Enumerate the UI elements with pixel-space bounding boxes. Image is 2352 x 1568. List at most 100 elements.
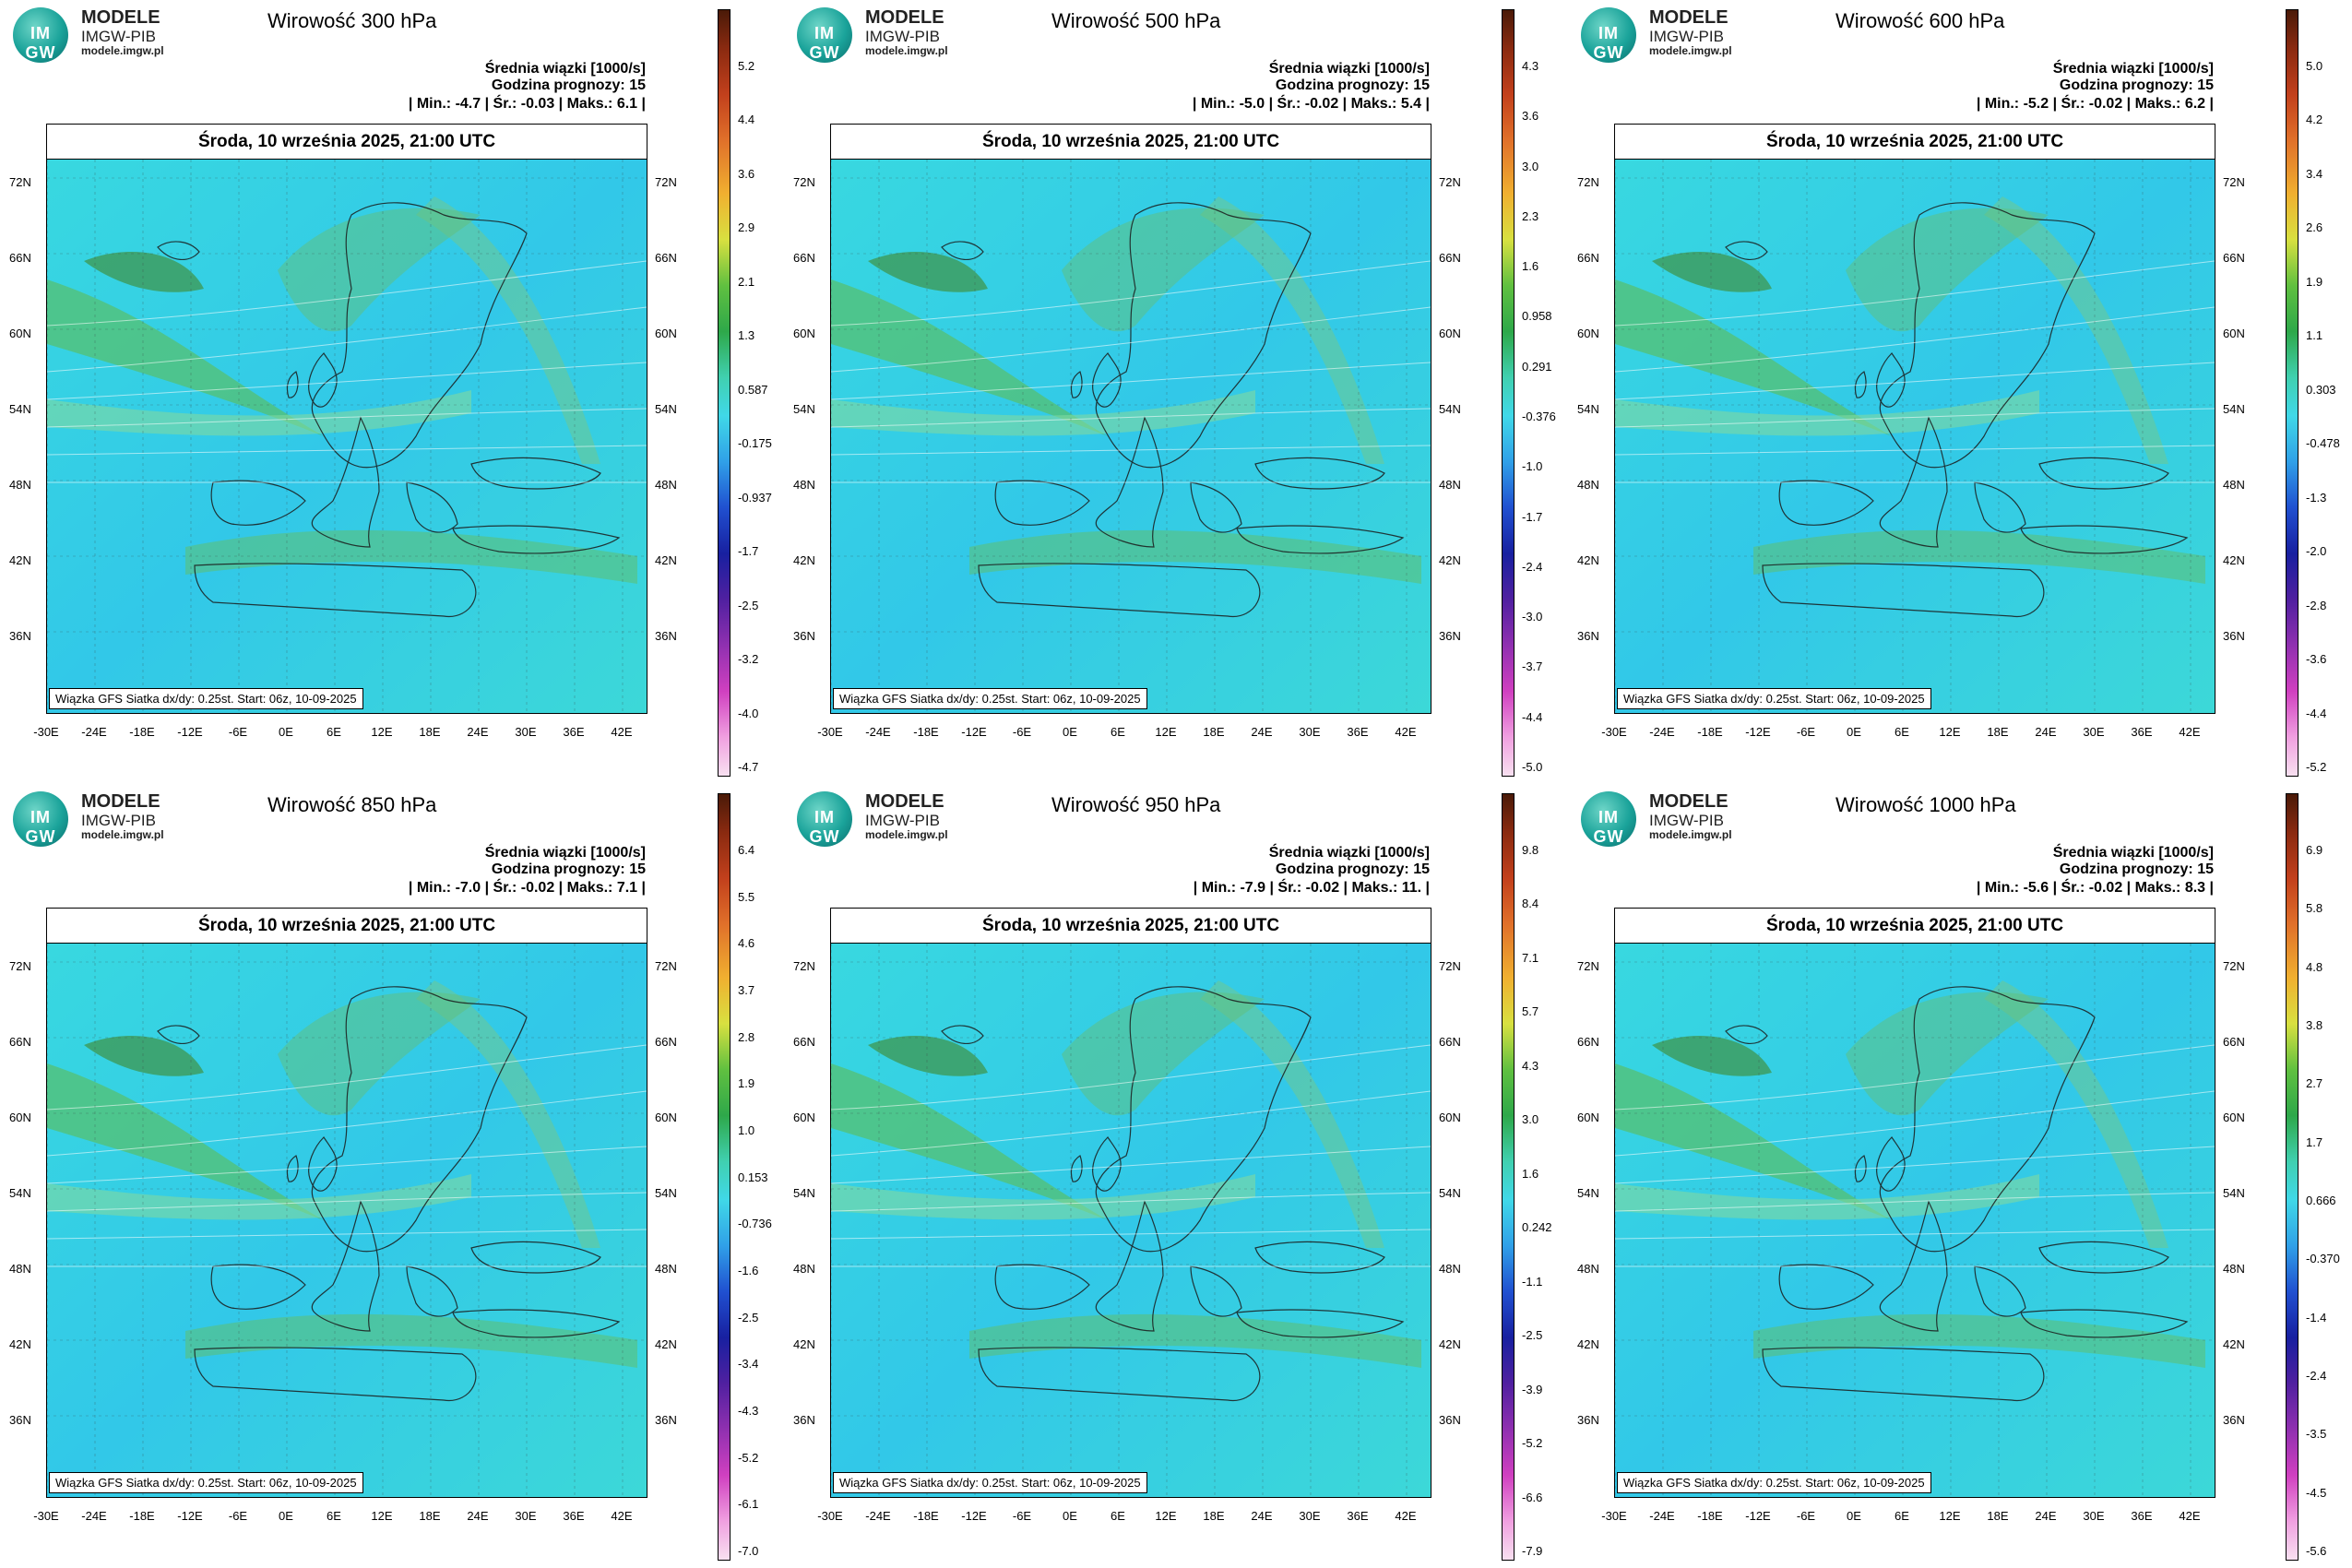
header-line-2: Godzina prognozy: 15 [491, 861, 646, 877]
colorbar-label: 0.958 [1522, 309, 1552, 324]
colorbar-label: 0.666 [2306, 1194, 2336, 1207]
colorbar-label: 4.6 [738, 936, 755, 951]
date-bar: Środa, 10 września 2025, 21:00 UTC [46, 908, 647, 944]
logo-subtitle: IMGW-PIB [1649, 28, 1724, 45]
lon-label: 6E [1111, 725, 1125, 739]
colorbar-label: -1.4 [2306, 1310, 2327, 1324]
lat-label-right: 48N [2223, 1262, 2245, 1276]
vorticity-map [1614, 943, 2215, 1498]
colorbar-label: -2.5 [738, 1310, 759, 1324]
lat-label-left: 60N [1577, 1111, 1599, 1124]
lat-label-right: 54N [1439, 1186, 1461, 1200]
lat-label-left: 72N [793, 175, 815, 189]
lat-label-right: 66N [2223, 1035, 2245, 1049]
lon-label: 42E [611, 725, 633, 739]
logo-mark: IM GW [25, 24, 56, 62]
colorbar-label: -0.376 [1522, 410, 1556, 423]
colorbar-label: -5.0 [1522, 760, 1543, 774]
colorbar-label: -4.4 [1522, 709, 1543, 724]
footer-box: Wiązka GFS Siatka dx/dy: 0.25st. Start: … [833, 688, 1147, 709]
vorticity-map [830, 159, 1431, 714]
colorbar [2286, 9, 2299, 777]
lat-label-right: 60N [2223, 1111, 2245, 1124]
panel-title: Wirowość 950 hPa [1051, 793, 1221, 816]
lon-label: 42E [1395, 725, 1417, 739]
lat-label-right: 42N [655, 553, 677, 567]
lon-label: -24E [865, 1509, 891, 1523]
lat-label-right: 60N [655, 1111, 677, 1124]
lon-label: 6E [327, 1509, 341, 1523]
lat-label-left: 66N [9, 251, 31, 265]
vorticity-map [46, 943, 647, 1498]
colorbar-label: 1.6 [1522, 1166, 1539, 1181]
colorbar-label: -7.0 [738, 1544, 759, 1558]
lon-label: 24E [467, 725, 489, 739]
lat-label-left: 66N [793, 1035, 815, 1049]
lat-label-left: 72N [9, 175, 31, 189]
panel-title: Wirowość 300 hPa [267, 9, 437, 32]
colorbar-label: 3.4 [2306, 166, 2323, 181]
logo-url: modele.imgw.pl [865, 44, 948, 57]
lat-label-left: 48N [1577, 478, 1599, 492]
colorbar-label: 0.153 [738, 1170, 768, 1184]
lon-label: -30E [1601, 725, 1627, 739]
lon-label: 6E [1895, 725, 1909, 739]
panel-title: Wirowość 600 hPa [1835, 9, 2005, 32]
lon-label: -18E [913, 725, 939, 739]
lon-label: -6E [228, 1509, 248, 1523]
lat-label-right: 72N [655, 959, 677, 973]
lat-label-right: 72N [1439, 175, 1461, 189]
vorticity-map [1614, 159, 2215, 714]
lat-label-left: 48N [9, 1262, 31, 1276]
colorbar-label: 3.8 [2306, 1018, 2323, 1032]
colorbar [1502, 9, 1515, 777]
colorbar [1502, 793, 1515, 1561]
logo-mark: IM GW [25, 808, 56, 846]
colorbar [718, 793, 731, 1561]
colorbar-label: 5.7 [1522, 1004, 1539, 1019]
vorticity-panel: IM GW MODELE IMGW-PIB modele.imgw.pl Wir… [0, 0, 784, 784]
lat-label-right: 48N [2223, 478, 2245, 492]
lat-label-left: 54N [1577, 1186, 1599, 1200]
lat-label-left: 42N [1577, 553, 1599, 567]
lon-label: -24E [1649, 1509, 1675, 1523]
lon-label: 12E [371, 725, 393, 739]
lon-label: -6E [1796, 1509, 1816, 1523]
vorticity-panel: IM GW MODELE IMGW-PIB modele.imgw.pl Wir… [1568, 784, 2352, 1568]
header-line-2: Godzina prognozy: 15 [1275, 77, 1430, 93]
lat-label-right: 54N [2223, 402, 2245, 416]
lon-label: 30E [1299, 725, 1321, 739]
lat-label-left: 72N [793, 959, 815, 973]
logo-url: modele.imgw.pl [865, 828, 948, 841]
colorbar-label: -1.0 [1522, 459, 1543, 474]
colorbar-label: -1.7 [738, 544, 759, 559]
lat-label-right: 54N [1439, 402, 1461, 416]
header-line-1: Średnia wiązki [1000/s] [2052, 845, 2214, 861]
lat-label-right: 42N [1439, 1337, 1461, 1351]
lon-label: 18E [1203, 725, 1225, 739]
colorbar [718, 9, 731, 777]
colorbar-label: -0.937 [738, 490, 772, 505]
colorbar-label: 1.9 [2306, 274, 2323, 289]
colorbar-label: 2.9 [738, 220, 755, 235]
date-bar: Środa, 10 września 2025, 21:00 UTC [1614, 124, 2215, 160]
colorbar-label: 2.7 [2306, 1076, 2323, 1091]
logo-subtitle: IMGW-PIB [865, 812, 940, 829]
colorbar-label: -6.6 [1522, 1490, 1543, 1504]
header-line-2: Godzina prognozy: 15 [491, 77, 646, 93]
lon-label: -6E [1012, 725, 1032, 739]
colorbar-label: -3.6 [2306, 652, 2327, 667]
logo-subtitle: IMGW-PIB [81, 28, 156, 45]
vorticity-map [46, 159, 647, 714]
colorbar-label: 4.2 [2306, 113, 2323, 127]
colorbar-label: 1.1 [2306, 328, 2323, 343]
lon-label: 0E [1063, 1509, 1077, 1523]
lon-label: 30E [515, 725, 537, 739]
lon-label: -24E [865, 725, 891, 739]
colorbar-label: -2.5 [1522, 1328, 1543, 1343]
colorbar-label: -0.370 [2306, 1252, 2340, 1266]
colorbar-label: -7.9 [1522, 1544, 1543, 1558]
colorbar-label: -2.0 [2306, 544, 2327, 559]
lon-label: 0E [1847, 725, 1861, 739]
colorbar-label: 6.9 [2306, 843, 2323, 857]
